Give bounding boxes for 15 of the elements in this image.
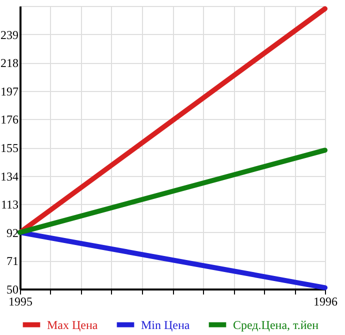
y-tick-label: 92 [6, 226, 18, 240]
y-tick-label: 50 [6, 282, 18, 296]
x-tick-label: 1996 [314, 294, 338, 308]
legend-label: Max Цена [47, 318, 98, 332]
y-tick-label: 197 [0, 84, 18, 98]
y-tick-label: 239 [0, 28, 18, 42]
legend-label: Сред.Цена, т.йен [233, 318, 320, 332]
y-tick-label: 176 [0, 112, 18, 127]
legend-label: Min Цена [141, 318, 190, 332]
y-tick-label: 134 [0, 169, 18, 184]
y-tick-label: 71 [6, 254, 18, 268]
x-tick-label: 1995 [8, 294, 32, 308]
y-tick-label: 113 [0, 198, 18, 212]
y-tick-label: 218 [0, 56, 18, 70]
y-tick-label: 155 [0, 141, 18, 155]
